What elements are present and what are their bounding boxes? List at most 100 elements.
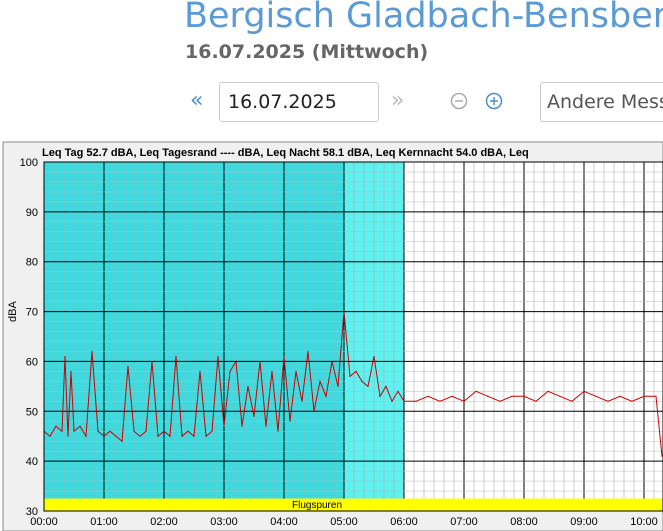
flight-band bbox=[44, 498, 663, 511]
noise-data-point bbox=[439, 400, 441, 402]
noise-data-point bbox=[595, 395, 597, 397]
noise-data-point bbox=[301, 400, 303, 402]
noise-data-point bbox=[559, 395, 561, 397]
noise-data-point bbox=[403, 400, 405, 402]
noise-data-point bbox=[64, 355, 66, 358]
noise-data-point bbox=[283, 355, 285, 358]
zoom-out-icon[interactable] bbox=[450, 92, 468, 110]
noise-data-point bbox=[607, 400, 609, 402]
x-tick-label: 05:00 bbox=[330, 516, 358, 528]
noise-data-point bbox=[343, 310, 345, 313]
next-day-button[interactable]: » bbox=[391, 88, 405, 113]
noise-data-point bbox=[175, 355, 177, 358]
noise-data-point bbox=[181, 435, 183, 437]
noise-data-point bbox=[511, 395, 513, 397]
x-tick-label: 03:00 bbox=[210, 516, 238, 528]
date-input[interactable] bbox=[219, 82, 379, 122]
noise-data-point bbox=[337, 385, 339, 387]
y-tick-label: 70 bbox=[26, 307, 38, 319]
y-tick-label: 50 bbox=[26, 406, 38, 418]
noise-data-point bbox=[127, 365, 129, 368]
x-tick-label: 00:00 bbox=[30, 516, 58, 528]
noise-data-point bbox=[349, 375, 351, 377]
x-tick-label: 06:00 bbox=[390, 516, 418, 528]
noise-data-point bbox=[115, 435, 117, 437]
noise-data-point bbox=[487, 395, 489, 397]
y-tick-label: 100 bbox=[20, 157, 38, 169]
noise-data-point bbox=[145, 430, 147, 432]
noise-data-point bbox=[169, 435, 171, 437]
x-tick-label: 04:00 bbox=[270, 516, 298, 528]
noise-data-point bbox=[193, 435, 195, 437]
noise-data-point bbox=[655, 395, 657, 397]
noise-data-point bbox=[229, 370, 231, 372]
measurement-station-select[interactable]: Andere Mess bbox=[540, 82, 663, 122]
noise-data-point bbox=[223, 425, 225, 427]
noise-chart-svg: Flugspuren 30 40 50 60 70 80 90 100 00:00 01:00 02:… bbox=[2, 141, 663, 531]
plot-border bbox=[43, 161, 663, 512]
noise-data-point bbox=[109, 430, 111, 432]
x-tick-label: 10:00 bbox=[630, 516, 658, 528]
noise-data-point bbox=[241, 425, 243, 427]
zoom-in-icon[interactable] bbox=[485, 92, 503, 110]
noise-data-point bbox=[277, 430, 279, 432]
noise-data-point bbox=[319, 380, 321, 382]
noise-data-point bbox=[391, 400, 393, 402]
noise-data-point bbox=[619, 395, 621, 397]
noise-data-point bbox=[295, 370, 297, 372]
noise-data-point bbox=[313, 410, 315, 412]
x-tick-label: 09:00 bbox=[570, 516, 598, 528]
noise-data-point bbox=[259, 360, 261, 363]
noise-data-point bbox=[331, 360, 333, 363]
noise-data-point bbox=[85, 435, 87, 437]
noise-data-point bbox=[199, 370, 201, 372]
y-tick-label: 90 bbox=[26, 207, 38, 219]
noise-data-point bbox=[499, 400, 501, 402]
previous-day-button[interactable]: « bbox=[190, 88, 204, 113]
noise-data-point bbox=[121, 440, 123, 442]
noise-data-point bbox=[253, 415, 255, 417]
y-tick-label: 60 bbox=[26, 356, 38, 368]
noise-data-point bbox=[211, 430, 213, 432]
noise-data-point bbox=[307, 350, 309, 353]
noise-data-point bbox=[535, 400, 537, 402]
x-tick-label: 08:00 bbox=[510, 516, 538, 528]
noise-data-point bbox=[187, 430, 189, 432]
noise-data-point bbox=[139, 435, 141, 437]
y-tick-label: 40 bbox=[26, 456, 38, 468]
x-tick-label: 07:00 bbox=[450, 516, 478, 528]
noise-data-point bbox=[289, 420, 291, 422]
noise-data-point bbox=[415, 400, 417, 402]
noise-data-point bbox=[631, 400, 633, 402]
noise-data-point bbox=[61, 430, 63, 432]
noise-data-point bbox=[217, 355, 219, 358]
flight-band-label: Flugspuren bbox=[292, 500, 342, 511]
noise-data-point bbox=[571, 400, 573, 402]
noise-data-point bbox=[547, 390, 549, 392]
noise-data-point bbox=[463, 400, 465, 402]
noise-data-point bbox=[55, 425, 57, 427]
y-tick-label: 80 bbox=[26, 257, 38, 269]
noise-chart: Flugspuren 30 40 50 60 70 80 90 100 00:00 01:00 02:… bbox=[0, 140, 663, 531]
noise-data-point bbox=[397, 390, 399, 392]
noise-data-point bbox=[91, 350, 93, 353]
noise-data-point bbox=[157, 435, 159, 437]
noise-data-point bbox=[73, 430, 75, 432]
noise-data-point bbox=[70, 370, 72, 372]
noise-data-point bbox=[643, 395, 645, 397]
noise-data-point bbox=[67, 435, 69, 437]
noise-data-point bbox=[523, 395, 525, 397]
noise-data-point bbox=[379, 395, 381, 397]
noise-data-point bbox=[475, 390, 477, 392]
noise-data-point bbox=[361, 380, 363, 382]
y-axis-label: dBA bbox=[7, 301, 19, 322]
noise-data-point bbox=[583, 390, 585, 392]
noise-data-point bbox=[151, 360, 153, 363]
noise-data-point bbox=[325, 395, 327, 397]
noise-data-point bbox=[49, 435, 51, 437]
noise-data-point bbox=[355, 370, 357, 372]
noise-data-point bbox=[427, 395, 429, 397]
noise-data-point bbox=[385, 385, 387, 387]
noise-data-point bbox=[265, 425, 267, 427]
noise-data-point bbox=[247, 385, 249, 387]
